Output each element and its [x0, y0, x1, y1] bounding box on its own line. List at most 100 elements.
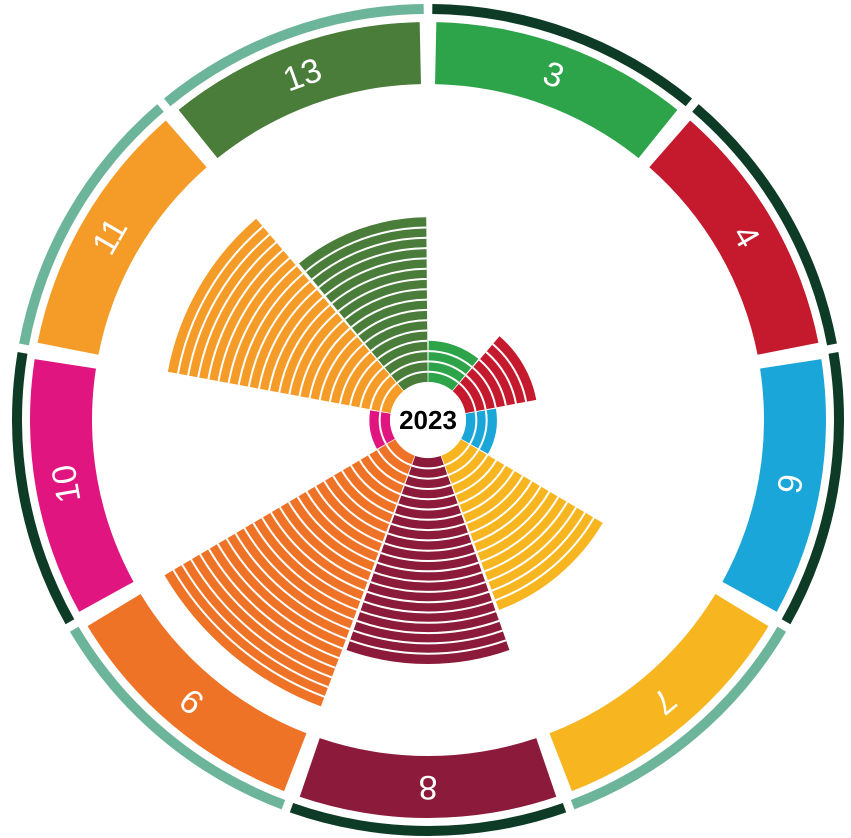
ring-line	[444, 443, 471, 467]
ring-line	[207, 249, 284, 380]
ring-line	[298, 319, 344, 397]
ring-line	[270, 511, 365, 592]
ring-line	[176, 225, 264, 374]
ring-line	[296, 496, 376, 563]
ring-line	[349, 639, 507, 655]
ring-line	[217, 257, 291, 382]
ring-line	[397, 503, 459, 511]
ring-line	[385, 443, 412, 467]
ring-line	[318, 335, 358, 401]
ring-line	[495, 517, 595, 602]
ring-line	[234, 532, 351, 631]
ring-line	[237, 272, 304, 386]
ring-line	[359, 366, 384, 408]
ring-line	[358, 459, 401, 496]
ring-line	[376, 339, 428, 360]
ring-line	[485, 351, 517, 404]
ring-line	[247, 280, 311, 387]
ring-line	[363, 319, 428, 344]
ring-line	[357, 308, 428, 336]
ring-line	[401, 493, 455, 501]
ring-line	[287, 501, 372, 573]
ring-line	[366, 590, 490, 604]
ring-line	[428, 360, 466, 376]
ring-line	[387, 532, 469, 542]
outer-band	[432, 4, 693, 107]
ring-line	[304, 226, 427, 273]
ring-line	[279, 506, 369, 582]
center-hole	[390, 382, 466, 458]
wedge	[452, 336, 537, 414]
ring-line	[225, 538, 347, 640]
ring-line	[328, 343, 364, 402]
ring-line	[472, 366, 497, 408]
ring-line	[332, 475, 390, 525]
ring-line	[268, 296, 324, 391]
label-band	[37, 120, 207, 355]
ring-line	[376, 449, 408, 476]
ring-line	[308, 327, 351, 399]
ring-line	[187, 233, 271, 376]
ring-line	[458, 464, 506, 505]
ring-line	[353, 629, 503, 645]
ring-line	[408, 474, 448, 480]
ring-line	[350, 298, 427, 328]
ring-line	[323, 480, 387, 534]
category-label: 8	[419, 768, 438, 806]
ring-line	[380, 551, 476, 562]
ring-line	[311, 236, 427, 281]
ring-line	[172, 569, 325, 698]
ring-line	[370, 581, 486, 593]
ring-line	[208, 548, 340, 660]
center-label: 2023	[399, 405, 457, 435]
ring-line	[344, 288, 427, 320]
ring-line	[384, 542, 472, 552]
ring-line	[484, 501, 569, 573]
ring-line	[356, 619, 500, 635]
ring-line	[369, 374, 391, 410]
ring-line	[477, 491, 551, 554]
label-band	[178, 22, 421, 159]
ring-line	[373, 571, 483, 583]
ring-line	[465, 374, 487, 410]
label-band	[30, 359, 134, 612]
ring-line	[314, 485, 383, 544]
ring-line	[190, 559, 333, 679]
ring-line	[199, 553, 336, 669]
ring-line	[390, 522, 466, 532]
ring-line	[257, 288, 318, 389]
ring-line	[216, 543, 343, 650]
outer-band	[19, 104, 164, 346]
wedge	[164, 439, 415, 707]
ring-line	[396, 370, 428, 384]
ring-line	[363, 600, 493, 614]
ring-line	[469, 480, 533, 534]
ring-line	[451, 454, 489, 486]
outer-band	[163, 4, 424, 107]
label-band	[549, 594, 769, 792]
ring-line	[448, 449, 480, 476]
ring-line	[404, 484, 452, 490]
ring-line	[492, 343, 528, 402]
ring-line	[390, 360, 428, 376]
ring-line	[337, 278, 427, 312]
label-band	[722, 359, 826, 612]
ring-line	[350, 464, 398, 505]
ring-line	[367, 454, 405, 486]
wedge	[369, 410, 395, 449]
ring-line	[455, 459, 498, 496]
ring-line	[428, 370, 460, 384]
ring-line	[331, 267, 427, 305]
ring-line	[359, 610, 497, 624]
label-band	[299, 738, 557, 819]
ring-line	[469, 411, 478, 445]
ring-line	[252, 522, 358, 611]
ring-line	[261, 517, 361, 602]
ring-line	[349, 359, 378, 406]
ring-line	[491, 511, 586, 592]
ring-line	[181, 564, 329, 689]
ring-line	[243, 527, 354, 621]
outer-band	[781, 352, 844, 625]
wedge	[428, 340, 479, 391]
